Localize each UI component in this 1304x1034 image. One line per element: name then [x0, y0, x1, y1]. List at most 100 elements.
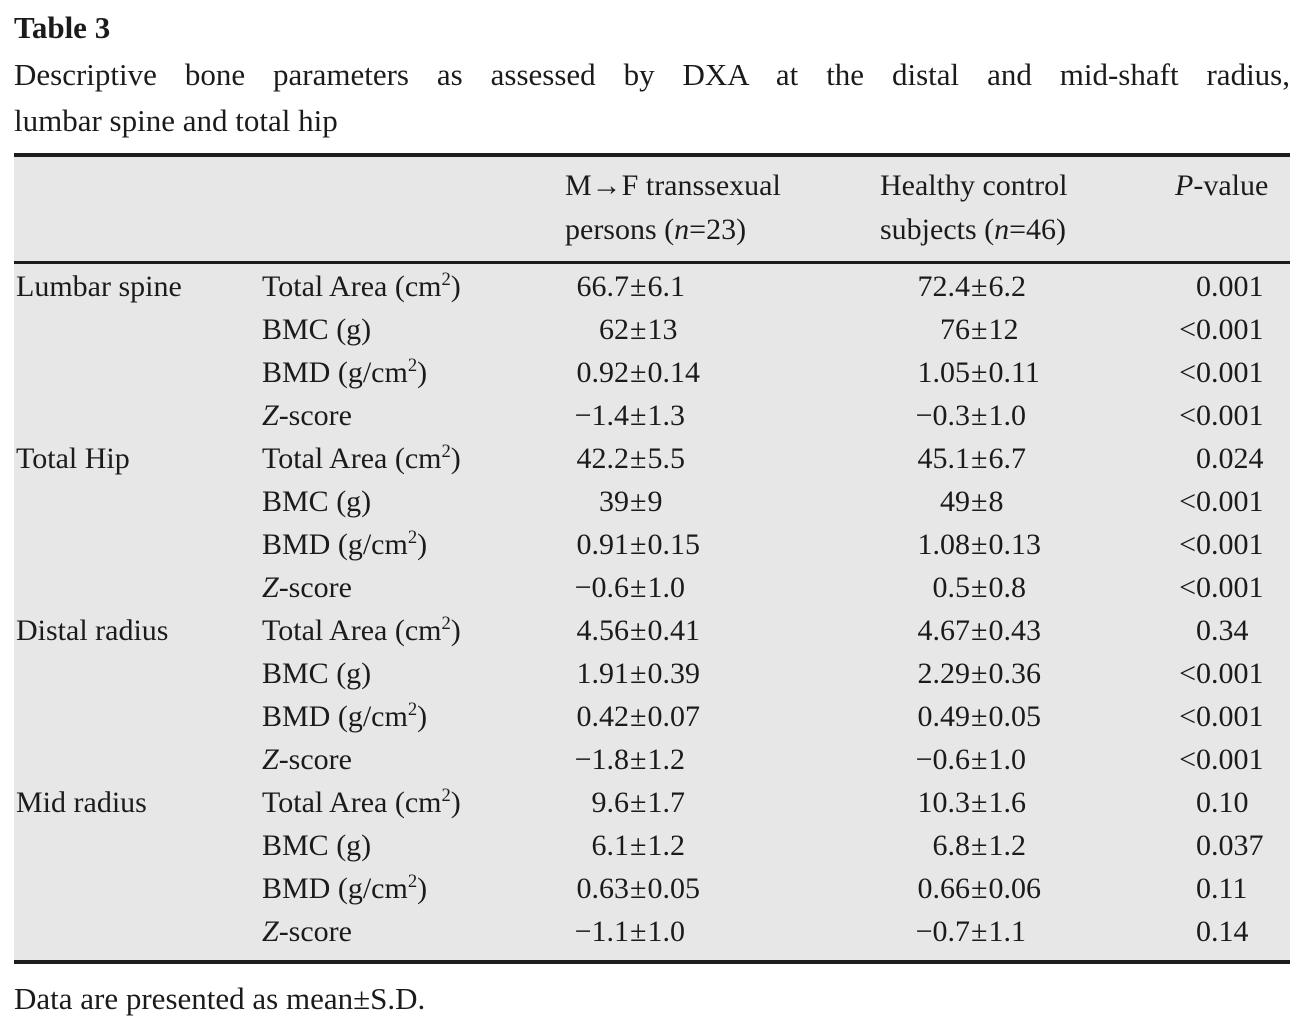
cell-mtf-value: 4.56±0.41 [565, 609, 880, 652]
mean-value: 2.29 [917, 657, 971, 690]
cell-control-value: 0.49±0.05 [880, 695, 1175, 738]
cell-mtf-value: 0.42±0.07 [565, 695, 880, 738]
cell-mtf-value: 0.63±0.05 [565, 867, 880, 910]
p-value: 0.024 [1196, 442, 1264, 475]
sd-value: 9 [647, 485, 663, 518]
header-control-group: Healthy control subjects (n=46) [880, 164, 1175, 252]
table-row: Total Hip Total Area (cm2) 42.2±5.5 45.1±6.… [14, 437, 1290, 480]
cell-pvalue: <0.001 [1175, 695, 1290, 738]
less-than-sign: < [1179, 356, 1196, 389]
sd-value: 1.0 [647, 915, 685, 948]
sd-value: 12 [988, 313, 1019, 346]
row-parameter-label: Total Area (cm2) [262, 613, 461, 647]
p-value: 0.001 [1196, 399, 1264, 432]
mean-value: 0.5 [932, 571, 971, 604]
row-parameter-label: BMD (g/cm2) [262, 699, 428, 733]
sd-value: 0.39 [647, 657, 700, 690]
table-title: Table 3 [14, 10, 111, 45]
mean-value: 66.7 [576, 270, 630, 303]
row-group-label: Distal radius [16, 614, 169, 647]
cell-pvalue: 0.001 [1175, 265, 1290, 308]
cell-control-value: −0.3±1.0 [880, 394, 1175, 437]
cell-pvalue: 0.024 [1175, 437, 1290, 480]
plus-minus-sign: ± [630, 829, 647, 862]
cell-mtf-value: −0.6±1.0 [565, 566, 880, 609]
plus-minus-sign: ± [971, 743, 988, 776]
row-parameter-label: BMC (g) [262, 485, 372, 518]
p-value: 0.11 [1196, 872, 1248, 905]
row-group-label [14, 308, 262, 351]
row-group-label [14, 523, 262, 566]
table-footnote: Data are presented as mean±S.D. [14, 981, 426, 1016]
row-parameter-label: BMD (g/cm2) [262, 871, 428, 905]
p-value: 0.34 [1196, 614, 1249, 647]
header-mtf-group: M→F transsexual persons (n=23) [565, 164, 880, 252]
plus-minus-sign: ± [971, 270, 988, 303]
table-row: BMD (g/cm2) 0.91±0.15 1.08±0.13 <0.001 [14, 523, 1290, 566]
table-row: BMD (g/cm2) 0.63±0.05 0.66±0.06 0.11 [14, 867, 1290, 910]
plus-minus-sign: ± [630, 700, 647, 733]
row-parameter-label: Z-score [262, 399, 352, 432]
plus-minus-sign: ± [630, 399, 647, 432]
row-group-label [14, 695, 262, 738]
table-row: BMD (g/cm2) 0.92±0.14 1.05±0.11 <0.001 [14, 351, 1290, 394]
mean-value: −0.6 [915, 743, 970, 776]
cell-control-value: 1.08±0.13 [880, 523, 1175, 566]
sd-value: 5.5 [647, 442, 685, 475]
less-than-sign: < [1179, 657, 1196, 690]
row-parameter-label: BMC (g) [262, 657, 372, 690]
header-parameter-column [262, 164, 565, 252]
cell-pvalue: <0.001 [1175, 523, 1290, 566]
table-row: Lumbar spine Total Area (cm2) 66.7±6.1 72.4… [14, 265, 1290, 308]
caption-line-2: lumbar spine and total hip [14, 103, 338, 138]
mean-value: 0.66 [917, 872, 971, 905]
mean-value: 9.6 [591, 786, 630, 819]
less-than-sign: < [1179, 743, 1196, 776]
row-parameter-label: Total Area (cm2) [262, 785, 461, 819]
mean-value: 45.1 [917, 442, 971, 475]
table-row: BMC (g) 62±13 76±12 <0.001 [14, 308, 1290, 351]
plus-minus-sign: ± [630, 614, 647, 647]
p-value: 0.001 [1196, 571, 1264, 604]
row-group-label [14, 394, 262, 437]
cell-mtf-value: −1.4±1.3 [565, 394, 880, 437]
cell-pvalue: 0.11 [1175, 867, 1290, 910]
row-parameter-label: Z-score [262, 743, 352, 776]
cell-control-value: 2.29±0.36 [880, 652, 1175, 695]
less-than-sign: < [1179, 399, 1196, 432]
cell-control-value: 49±8 [880, 480, 1175, 523]
plus-minus-sign: ± [630, 270, 647, 303]
cell-mtf-value: −1.1±1.0 [565, 910, 880, 953]
row-group-label [14, 652, 262, 695]
p-value: 0.001 [1196, 313, 1264, 346]
p-value: 0.001 [1196, 356, 1264, 389]
cell-control-value: 0.5±0.8 [880, 566, 1175, 609]
mean-value: 6.1 [591, 829, 630, 862]
table-row: Z-score −1.1±1.0 −0.7±1.1 0.14 [14, 910, 1290, 953]
mean-value: 1.91 [576, 657, 630, 690]
mean-value: −0.7 [915, 915, 970, 948]
sd-value: 1.2 [988, 829, 1026, 862]
header-mtf-line-1: M→F transsexual [565, 169, 781, 202]
cell-mtf-value: 39±9 [565, 480, 880, 523]
row-group-label: Lumbar spine [16, 270, 182, 303]
sd-value: 0.07 [647, 700, 700, 733]
sd-value: 0.06 [988, 872, 1041, 905]
table-row: BMC (g) 1.91±0.39 2.29±0.36 <0.001 [14, 652, 1290, 695]
sd-value: 6.1 [647, 270, 685, 303]
sd-value: 0.15 [647, 528, 700, 561]
sd-value: 0.36 [988, 657, 1041, 690]
data-table: M→F transsexual persons (n=23) Healthy c… [14, 153, 1290, 964]
table-body: Lumbar spine Total Area (cm2) 66.7±6.1 72.4… [14, 264, 1290, 960]
plus-minus-sign: ± [971, 313, 988, 346]
less-than-sign: < [1179, 485, 1196, 518]
plus-minus-sign: ± [630, 442, 647, 475]
cell-mtf-value: 42.2±5.5 [565, 437, 880, 480]
plus-minus-sign: ± [630, 313, 647, 346]
cell-mtf-value: 0.91±0.15 [565, 523, 880, 566]
plus-minus-sign: ± [630, 356, 647, 389]
plus-minus-sign: ± [971, 442, 988, 475]
cell-mtf-value: 6.1±1.2 [565, 824, 880, 867]
sd-value: 1.3 [647, 399, 685, 432]
